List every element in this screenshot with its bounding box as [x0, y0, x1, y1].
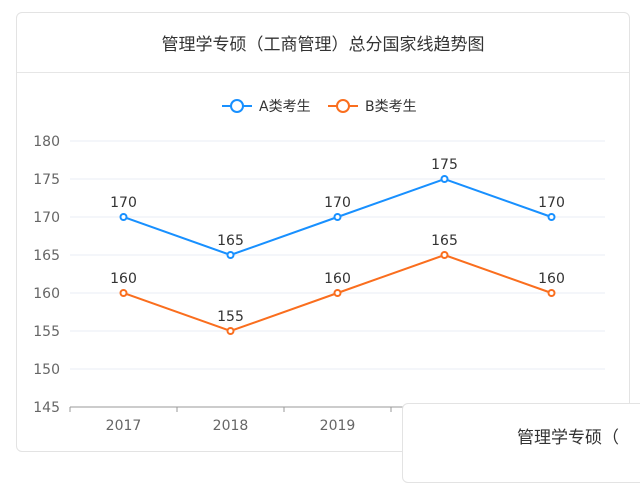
chart-title: 管理学专硕（工商管理）总分国家线趋势图: [17, 13, 629, 73]
series-lines: [119, 175, 556, 335]
data-point[interactable]: [547, 213, 556, 221]
data-point[interactable]: [440, 251, 449, 259]
data-point[interactable]: [547, 289, 556, 297]
legend-label: B类考生: [365, 99, 417, 115]
y-tick-label: 155: [33, 324, 60, 340]
y-tick-label: 145: [33, 400, 60, 416]
data-point[interactable]: [226, 327, 235, 335]
y-tick-label: 170: [33, 210, 60, 226]
x-tick-label: 2018: [213, 418, 249, 434]
legend-marker: [336, 99, 350, 113]
legend-item-b[interactable]: B类考生: [328, 99, 417, 115]
y-tick-label: 165: [33, 248, 60, 264]
data-label: 170: [110, 195, 137, 211]
data-label: 170: [538, 195, 565, 211]
data-label: 170: [324, 195, 351, 211]
overlay-card: 管理学专硕（: [402, 403, 640, 483]
data-point[interactable]: [226, 251, 235, 259]
y-axis: 145 150 155 160 165 170 175 180: [33, 134, 60, 416]
x-tick-label: 2019: [320, 418, 356, 434]
grid-lines: [70, 140, 605, 370]
y-tick-label: 160: [33, 286, 60, 302]
data-point[interactable]: [119, 289, 128, 297]
data-label: 160: [538, 271, 565, 287]
y-tick-label: 150: [33, 362, 60, 378]
data-label: 160: [324, 271, 351, 287]
y-tick-label: 180: [33, 134, 60, 150]
data-label: 165: [431, 233, 458, 249]
data-label: 160: [110, 271, 137, 287]
data-labels: 170 165 170 175 170 160 155 160 165 160: [110, 157, 565, 325]
y-tick-label: 175: [33, 172, 60, 188]
legend-marker: [230, 99, 244, 113]
legend-item-a[interactable]: A类考生: [222, 99, 311, 115]
data-label: 175: [431, 157, 458, 173]
data-label: 155: [217, 309, 244, 325]
chart-card: 管理学专硕（工商管理）总分国家线趋势图: [16, 12, 630, 452]
x-tick-label: 2017: [106, 418, 142, 434]
data-point[interactable]: [333, 213, 342, 221]
overlay-card-title: 管理学专硕（: [517, 428, 619, 448]
data-point[interactable]: [119, 213, 128, 221]
data-label: 165: [217, 233, 244, 249]
legend[interactable]: A类考生 B类考生: [222, 99, 417, 115]
data-point[interactable]: [440, 175, 449, 183]
legend-label: A类考生: [259, 99, 311, 115]
data-point[interactable]: [333, 289, 342, 297]
